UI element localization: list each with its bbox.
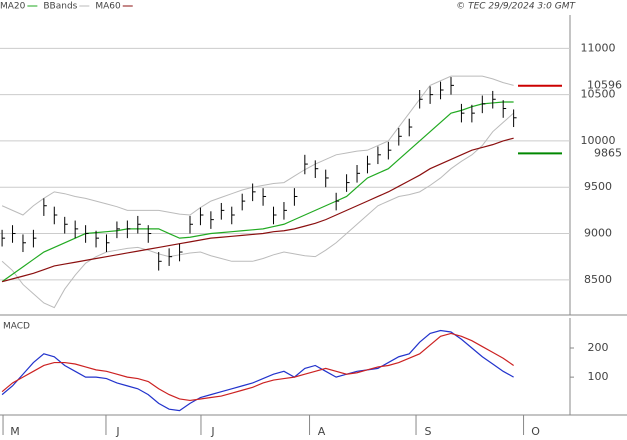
y-tick-label: 11000 <box>581 41 616 54</box>
y-tick-label: 10500 <box>581 88 616 101</box>
y-tick-label: 9000 <box>584 227 612 240</box>
bollinger-band <box>1 75 514 216</box>
y-tick-label: 8500 <box>584 273 612 286</box>
macd-title: MACD <box>3 322 30 332</box>
x-tick-label: A <box>318 425 326 438</box>
y-tick-label: 9500 <box>584 180 612 193</box>
level-label: 9865 <box>594 146 622 159</box>
line-series <box>1 329 514 412</box>
x-tick-label: J <box>115 425 119 438</box>
legend-label: MA60 <box>95 2 121 12</box>
x-tick-label: S <box>425 425 432 438</box>
copyright: © TEC 29/9/2024 3:0 GMT <box>456 2 576 12</box>
legend-label: MA20 <box>0 2 26 12</box>
x-tick-label: M <box>10 425 20 438</box>
line-series <box>1 332 514 402</box>
y-tick-label: 10000 <box>581 134 616 147</box>
legend-label: BBands <box>43 2 77 12</box>
x-tick-label: J <box>210 425 214 438</box>
y-tick-label: 200 <box>588 341 609 354</box>
line-series <box>1 137 514 283</box>
x-tick-label: O <box>531 425 540 438</box>
level-label: 10596 <box>587 79 622 92</box>
bollinger-band <box>1 112 514 309</box>
y-tick-label: 100 <box>588 370 609 383</box>
